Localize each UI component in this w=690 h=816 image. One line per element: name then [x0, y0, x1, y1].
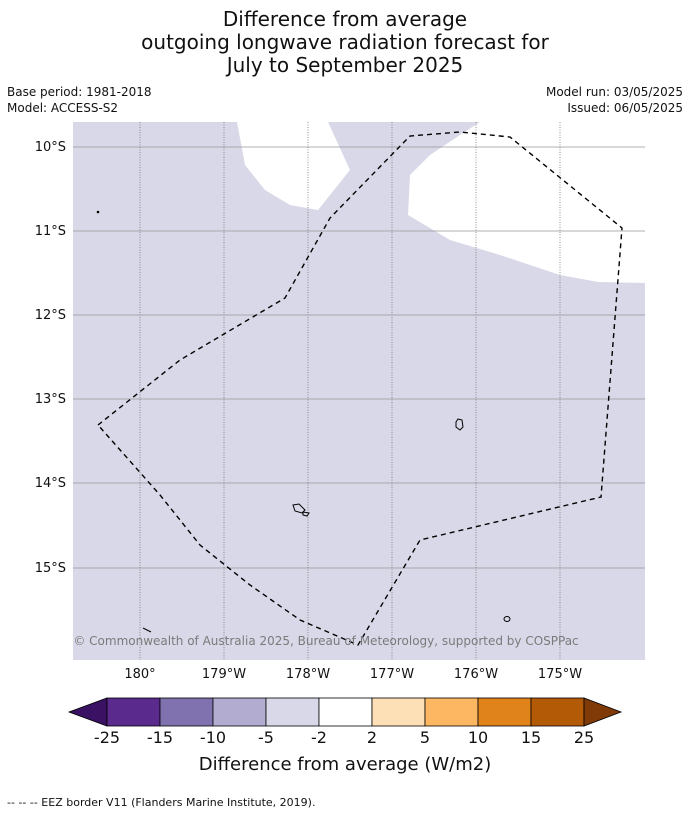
latitude-labels: 10°S 11°S 12°S 13°S 14°S 15°S [35, 140, 66, 576]
colorbar-segment [265, 697, 320, 727]
island-south [503, 616, 511, 622]
colorbar-tick: -2 [311, 728, 327, 747]
lon-label-176w: 176°W [454, 667, 498, 682]
anomaly-region-upper-left [73, 122, 330, 383]
colorbar-segment [159, 697, 214, 727]
anomaly-region [73, 122, 645, 660]
copyright-text: © Commonwealth of Australia 2025, Bureau… [73, 634, 578, 648]
lon-label-175w: 175°W [538, 667, 582, 682]
colorbar-tick: 2 [367, 728, 377, 747]
lat-label-11s: 11°S [35, 224, 66, 239]
island-central [292, 503, 306, 514]
colorbar-segment [318, 697, 373, 727]
eez-footnote: -- -- -- EEZ border V11 (Flanders Marine… [7, 796, 316, 809]
colorbar-tick: -10 [200, 728, 226, 747]
island-northwest [96, 210, 100, 214]
lat-label-10s: 10°S [35, 140, 66, 155]
latitude-gridlines [73, 146, 645, 569]
meta-right: Model run: 03/05/2025 Issued: 06/05/2025 [546, 84, 683, 116]
colorbar-tick: 15 [521, 728, 541, 747]
model-name: Model: ACCESS-S2 [7, 101, 119, 115]
lat-label-14s: 14°S [35, 476, 66, 491]
map-title: Difference from average outgoing longwav… [0, 8, 690, 77]
colorbar-tick: 10 [468, 728, 488, 747]
islands [96, 210, 511, 633]
colorbar-tick: -15 [147, 728, 173, 747]
colorbar-title: Difference from average (W/m2) [199, 754, 491, 775]
lat-label-13s: 13°S [35, 392, 66, 407]
island-southwest [142, 627, 152, 633]
lon-label-179w: 179°W [202, 667, 246, 682]
issued-date: Issued: 06/05/2025 [567, 101, 683, 115]
colorbar-tick: 5 [420, 728, 430, 747]
colorbar-tick: -25 [94, 728, 120, 747]
colorbar-segment [212, 697, 267, 727]
colorbar-segment [477, 697, 532, 727]
colorbar: -25 -15 -10 -5 -2 2 5 10 15 25 Differenc… [67, 697, 623, 775]
title-line-3: July to September 2025 [226, 53, 464, 77]
title-line-1: Difference from average [222, 7, 468, 31]
lat-label-15s: 15°S [35, 561, 66, 576]
colorbar-tick: 25 [574, 728, 594, 747]
colorbar-tick: -5 [258, 728, 274, 747]
title-line-2: outgoing longwave radiation forecast for [141, 30, 549, 54]
eez-border [96, 131, 623, 646]
lon-label-177w: 177°W [370, 667, 414, 682]
model-run: Model run: 03/05/2025 [545, 85, 683, 99]
meta-left: Base period: 1981-2018 Model: ACCESS-S2 [7, 84, 152, 116]
base-period: Base period: 1981-2018 [7, 85, 152, 99]
colorbar-segment [371, 697, 426, 727]
lon-label-180: 180° [124, 667, 155, 682]
longitude-labels: 180° 179°W 178°W 177°W 176°W 175°W [124, 667, 582, 682]
colorbar-segment [424, 697, 479, 727]
colorbar-arrow-left [67, 697, 108, 727]
map-area: © Commonwealth of Australia 2025, Bureau… [73, 122, 645, 660]
lat-label-12s: 12°S [35, 308, 66, 323]
island-east [455, 418, 464, 431]
colorbar-segment [106, 697, 161, 727]
colorbar-segment [530, 697, 585, 727]
island-central-small [302, 511, 310, 517]
longitude-gridlines [139, 122, 561, 660]
colorbar-arrow-right [583, 697, 623, 727]
lon-label-178w: 178°W [286, 667, 330, 682]
